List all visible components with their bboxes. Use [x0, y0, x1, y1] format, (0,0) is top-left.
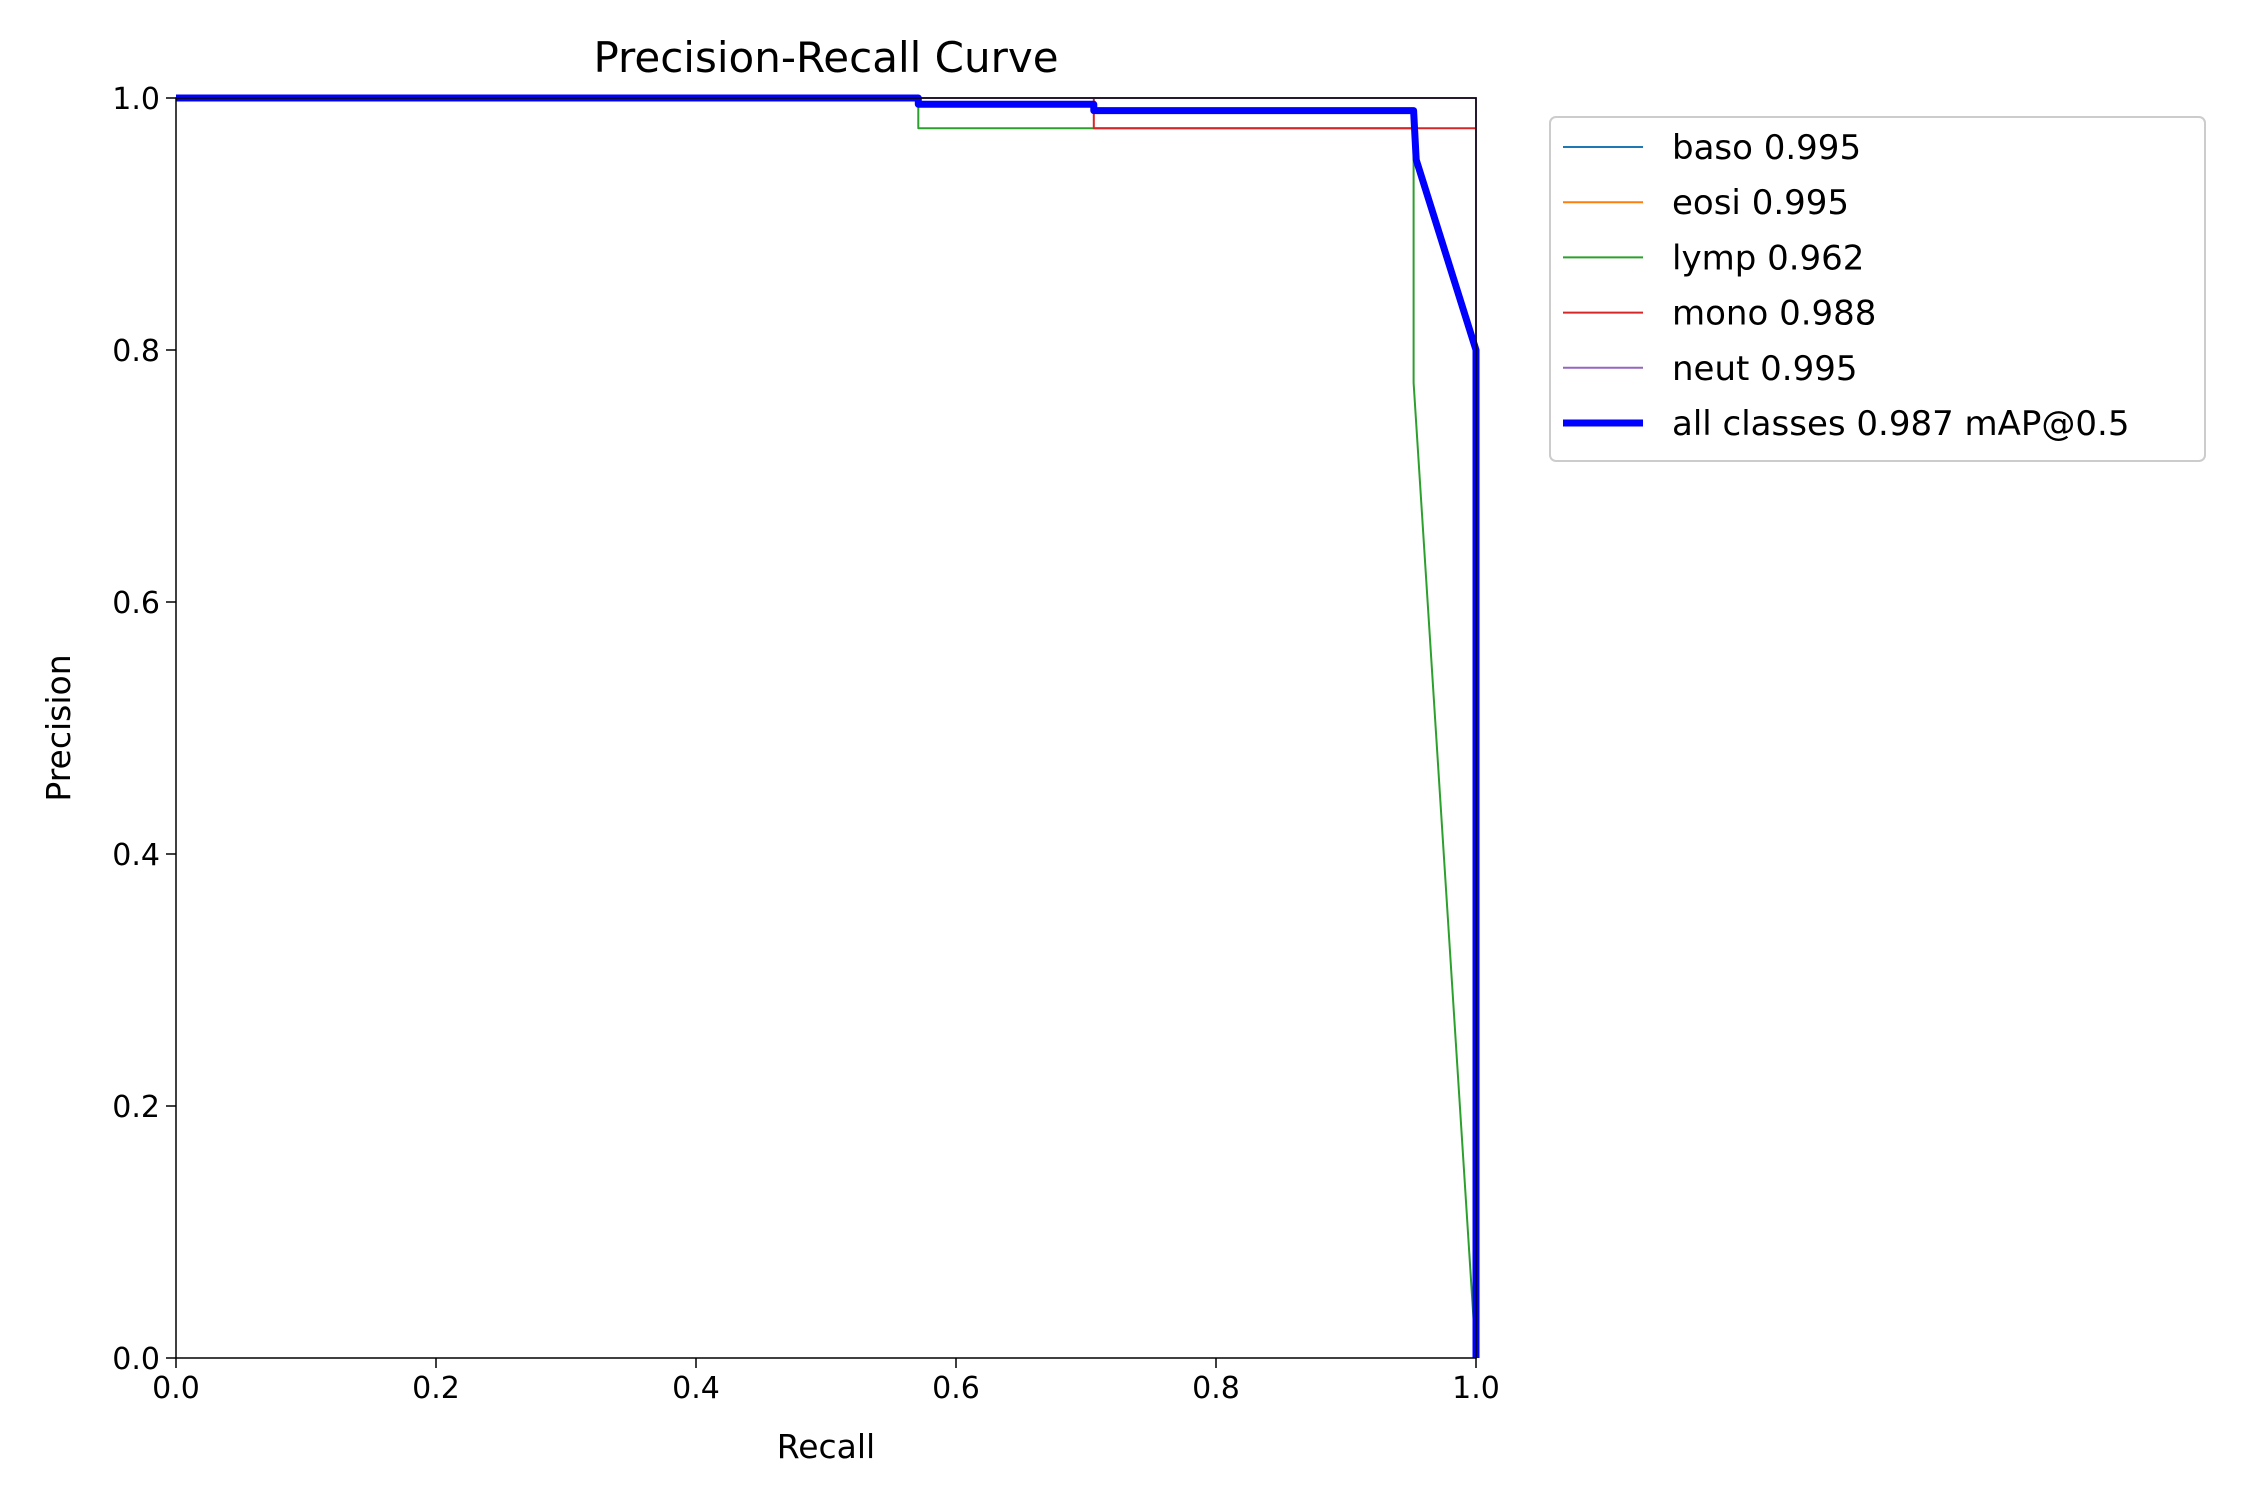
pr-curve: [176, 97, 1477, 1359]
y-tick-label: 0.6: [112, 586, 160, 621]
y-tick-label: 0.8: [112, 334, 160, 369]
x-tick-label: 0.2: [412, 1371, 460, 1406]
y-tick-label: 1.0: [112, 82, 160, 117]
legend-label: eosi 0.995: [1672, 183, 1849, 223]
legend-label: lymp 0.962: [1672, 238, 1864, 278]
legend-label: neut 0.995: [1672, 349, 1858, 389]
pr-curve: [176, 97, 1477, 1358]
x-tick-label: 0.0: [152, 1371, 200, 1406]
pr-curve: [176, 94, 1480, 1358]
legend-label: mono 0.988: [1672, 294, 1876, 334]
chart-title: Precision-Recall Curve: [593, 33, 1058, 82]
plot-frame: [175, 97, 1477, 1359]
legend-label: all classes 0.987 mAP@0.5: [1672, 404, 2129, 444]
pr-curve: [176, 97, 1477, 1358]
x-tick-label: 0.4: [672, 1371, 720, 1406]
pr-curve: [176, 97, 1477, 1358]
x-tick-label: 1.0: [1452, 1371, 1500, 1406]
y-tick-label: 0.2: [112, 1090, 160, 1125]
pr-curve: [176, 97, 1477, 1358]
x-tick-label: 0.8: [1192, 1371, 1240, 1406]
y-tick-label: 0.4: [112, 838, 160, 873]
x-tick-label: 0.6: [932, 1371, 980, 1406]
y-tick-label: 0.0: [112, 1342, 160, 1377]
legend-box: [1549, 116, 2206, 462]
x-axis-label: Recall: [777, 1427, 875, 1466]
legend-label: baso 0.995: [1672, 128, 1861, 168]
y-axis-label: Precision: [39, 654, 78, 801]
